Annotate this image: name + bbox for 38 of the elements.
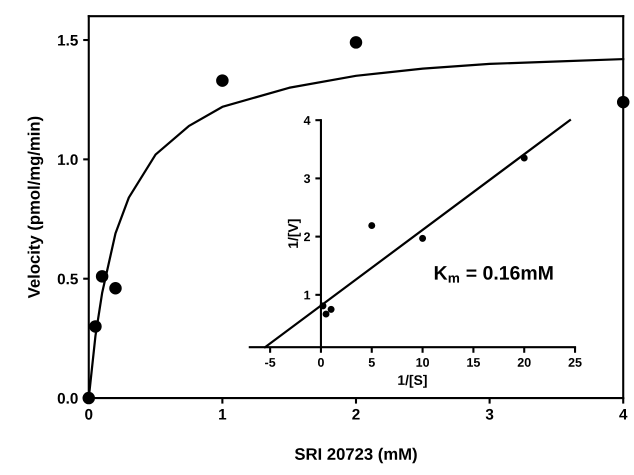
x-axis-title: 1/[S] [398,374,427,388]
y-tick-label: 3 [304,174,310,184]
x-tick-label: 5 [368,358,375,367]
annotation: K$_{m}$ = 0.16mM [434,266,553,283]
point [216,74,229,87]
y-tick-label: 2 [304,232,310,242]
y-tick-label: 1 [304,290,310,300]
point [96,270,108,283]
y-axis-title: 1/[V] [288,219,301,248]
point [328,306,335,313]
y-tick-label: 0.5 [58,274,78,284]
x-tick-label: 0 [318,358,324,367]
x-tick-label: 3 [486,408,494,420]
x-tick-label: 4 [619,409,628,420]
x-tick-label: -5 [265,358,276,367]
y-tick-label: 0.0 [58,392,78,404]
x-tick-label: 15 [467,358,480,367]
point [350,36,362,49]
point [89,320,102,333]
x-tick-label: 20 [518,358,531,367]
point [616,96,630,108]
x-tick-label: 10 [416,358,430,367]
point [520,154,528,162]
x-tick-label: 2 [352,408,360,420]
point [82,392,96,404]
x-axis-title: SRI 20723 (mM) [294,448,417,464]
x-tick-label: 0 [85,408,92,420]
point [322,310,330,318]
point [320,302,326,310]
point [419,234,426,242]
y-tick-label: 4 [304,116,310,125]
point [368,222,376,230]
y-axis-title: Velocity (pmol/mg/min) [28,116,44,298]
point [109,282,122,295]
y-tick-label: 1.0 [58,154,78,166]
x-tick-label: 1 [219,409,226,420]
y-tick-label: 1.5 [58,35,78,46]
x-tick-label: 25 [568,358,582,367]
